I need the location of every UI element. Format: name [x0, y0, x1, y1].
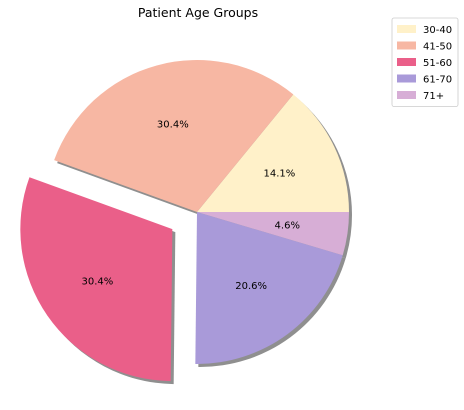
chart-title: Patient Age Groups [138, 5, 258, 20]
slice-label-41-50: 30.4% [157, 120, 189, 131]
legend-swatch-71 [397, 91, 416, 99]
pie-slice-30-40 [197, 94, 349, 212]
legend-label-41-50: 41-50 [423, 42, 452, 53]
legend-label-71: 71+ [423, 91, 444, 102]
legend-label-61-70: 61-70 [423, 75, 452, 86]
legend-label-51-60: 51-60 [423, 58, 452, 69]
legend-frame [391, 17, 459, 107]
slice-label-71: 4.6% [275, 221, 300, 232]
pie-slice-51-60 [20, 177, 173, 382]
slice-label-61-70: 20.6% [235, 281, 267, 292]
legend-swatch-51-60 [397, 58, 416, 66]
legend: 30-40 41-50 51-60 61-70 71+ [391, 17, 459, 107]
pie-slices [20, 59, 349, 382]
slice-label-30-40: 14.1% [264, 168, 296, 179]
slice-label-51-60: 30.4% [81, 277, 113, 288]
slice-labels: 14.1% 30.4% 30.4% 20.6% 4.6% [81, 120, 299, 292]
pie-slice-61-70 [195, 212, 343, 364]
pie-slice-41-50 [54, 59, 294, 213]
legend-swatch-30-40 [397, 25, 416, 33]
legend-swatch-41-50 [397, 41, 416, 50]
pie-slice-71 [197, 212, 349, 256]
legend-label-30-40: 30-40 [423, 25, 452, 36]
legend-swatch-61-70 [397, 74, 416, 83]
